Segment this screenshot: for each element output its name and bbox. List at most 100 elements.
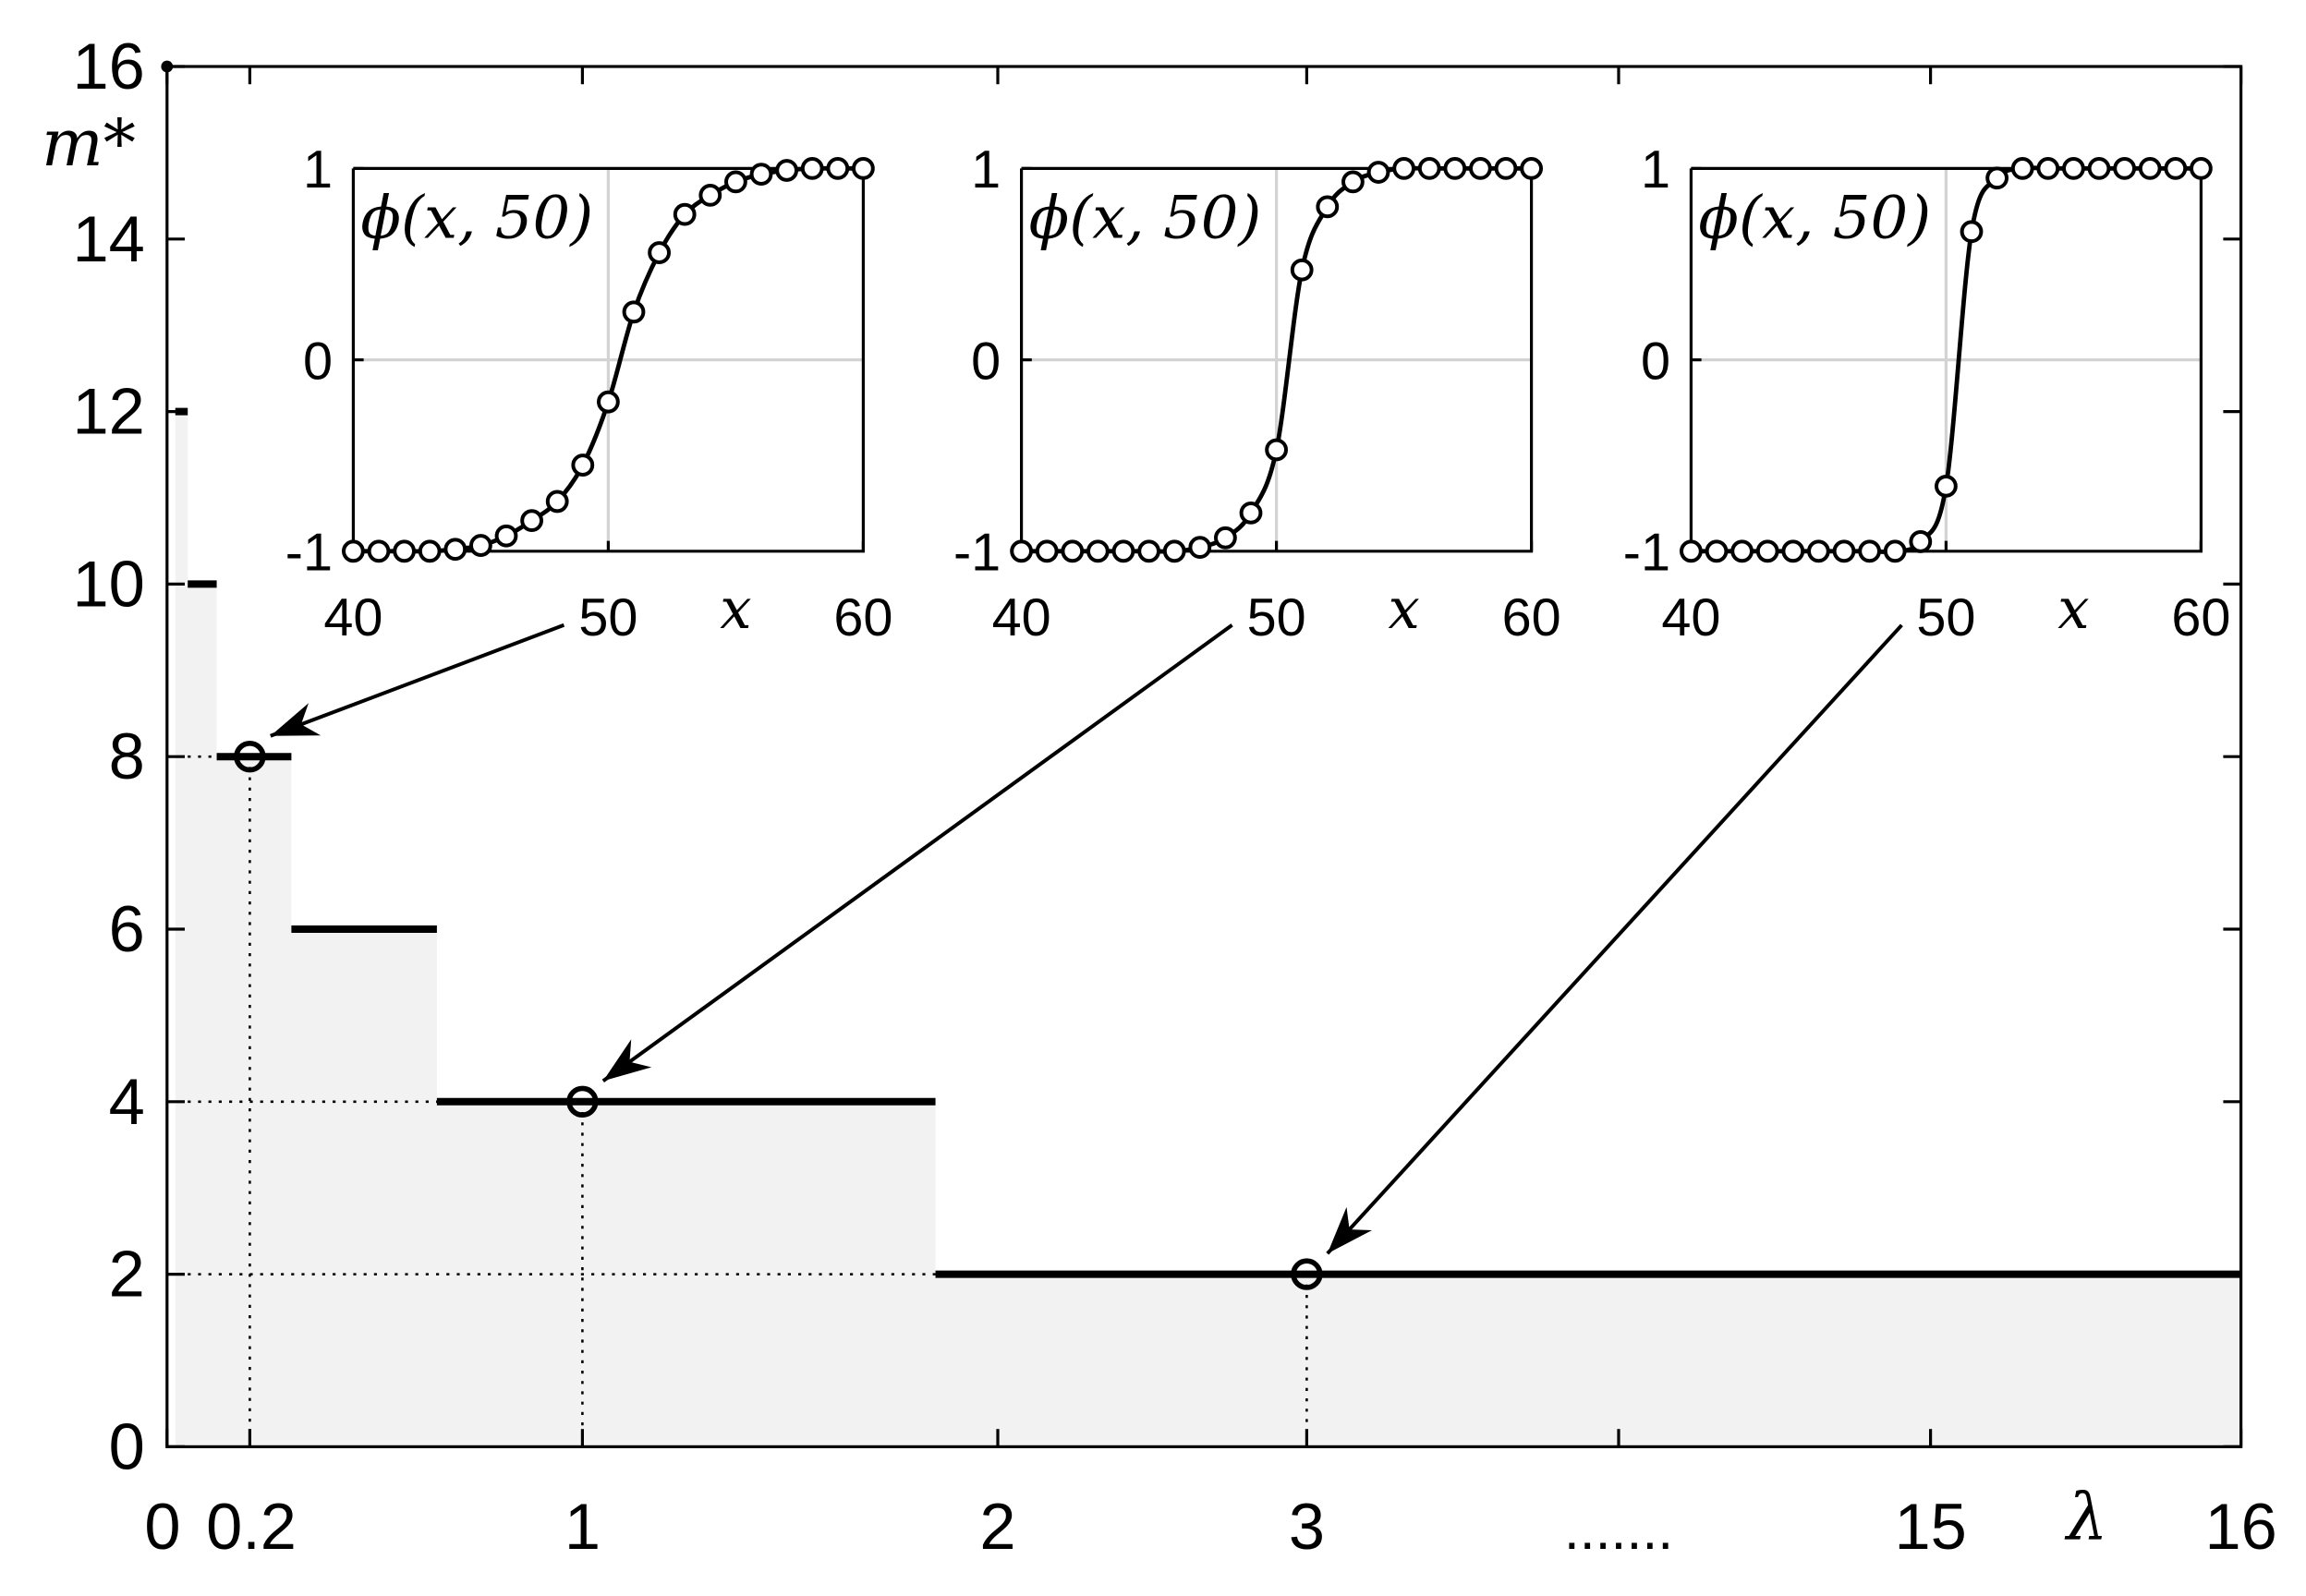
- inset-y-tick-label: 1: [971, 140, 1001, 200]
- inset-data-point: [1705, 539, 1729, 563]
- inset-data-point: [826, 157, 850, 180]
- inset-curve: [1021, 165, 1532, 554]
- inset-data-point: [800, 157, 824, 180]
- inset-data-point: [1832, 539, 1856, 563]
- y-tick-label: 4: [109, 1065, 145, 1138]
- x-tick-label: 0: [144, 1490, 180, 1563]
- inset-data-point: [418, 539, 442, 563]
- inset-data-point: [2138, 157, 2162, 180]
- inset-data-point: [2062, 157, 2085, 180]
- inset-data-point: [1316, 195, 1340, 219]
- inset-y-tick-label: 1: [303, 140, 333, 200]
- inset-data-point: [1960, 220, 1984, 244]
- inset-data-point: [342, 539, 365, 563]
- highlight-marker: [234, 741, 266, 773]
- inset-data-point: [648, 241, 671, 264]
- x-tick-label: 15: [1894, 1490, 1966, 1563]
- inset-data-point: [852, 157, 875, 180]
- y-tick-label: 8: [109, 719, 145, 792]
- inset-x-tick-label: 40: [323, 588, 382, 647]
- inset-title: ϕ(x, 50): [360, 185, 593, 253]
- inset-data-point: [1162, 539, 1186, 563]
- inset-y-tick-label: -1: [285, 524, 333, 583]
- x-tick-label: 2: [979, 1490, 1015, 1563]
- inset-chart-3: -1 0 1 40 50 60 x ϕ(x, 50): [1623, 140, 2231, 647]
- inset-data-point: [2036, 157, 2060, 180]
- inset-data-point: [2113, 157, 2136, 180]
- inset-x-tick-label: 60: [2171, 588, 2230, 647]
- inset-data-point: [1443, 157, 1467, 180]
- annotation-arrows: [270, 623, 1903, 1255]
- inset-y-tick-label: -1: [953, 524, 1001, 583]
- y-tick-label: 14: [73, 202, 145, 275]
- inset-x-tick-label: 40: [1661, 588, 1720, 647]
- annotation-arrow-line: [270, 623, 565, 738]
- x-axis-label: λ: [2064, 1480, 2108, 1555]
- inset-data-point: [545, 490, 569, 514]
- highlight-marker: [1291, 1258, 1323, 1290]
- inset-data-point: [1188, 536, 1212, 560]
- inset-data-point: [469, 534, 492, 557]
- inset-y-tick-label: 0: [1641, 332, 1670, 391]
- inset-x-tick-label: 50: [578, 588, 637, 647]
- inset-data-point: [1086, 539, 1110, 563]
- x-tick-label: 0.2: [206, 1490, 297, 1563]
- inset-data-point: [1265, 438, 1289, 462]
- inset-data-point: [1366, 161, 1390, 184]
- y-tick-label: 2: [109, 1238, 145, 1311]
- y-tick-label: 10: [73, 547, 145, 620]
- inset-y-tick-label: 0: [971, 332, 1001, 391]
- inset-y-tick-label: 1: [1641, 140, 1670, 200]
- inset-x-tick-label: 50: [1247, 588, 1306, 647]
- inset-data-point: [571, 453, 595, 477]
- inset-data-point: [698, 184, 722, 207]
- inset-data-point: [775, 159, 798, 182]
- inset-data-point: [1781, 539, 1805, 563]
- y-tick-label: 6: [109, 892, 145, 965]
- inset-data-point: [1214, 526, 1237, 550]
- annotation-arrow-head: [602, 1039, 652, 1082]
- inset-data-point: [1469, 157, 1492, 180]
- x-axis-ellipsis: .......: [1564, 1498, 1673, 1561]
- y-tick-label: 0: [109, 1409, 145, 1482]
- inset-x-tick-label: 40: [992, 588, 1051, 647]
- inset-data-point: [2010, 157, 2034, 180]
- inset-data-point: [1010, 539, 1034, 563]
- inset-y-tick-label: 0: [303, 332, 333, 391]
- inset-data-point: [367, 539, 391, 563]
- inset-x-axis-label: x: [1388, 577, 1419, 642]
- annotation-arrow-line: [1326, 623, 1903, 1255]
- inset-data-point: [1755, 539, 1779, 563]
- inset-data-point: [1417, 157, 1441, 180]
- inset-data-point: [749, 163, 773, 187]
- inset-chart-2: -1 0 1 40 50 60 x ϕ(x, 50): [953, 140, 1561, 647]
- y-axis-label: m*: [42, 105, 136, 181]
- inset-x-axis-label: x: [720, 577, 751, 642]
- inset-data-point: [2087, 157, 2111, 180]
- x-tick-label: 3: [1289, 1490, 1325, 1563]
- inset-data-point: [1035, 539, 1059, 563]
- x-tick-label: 1: [564, 1490, 601, 1563]
- inset-data-point: [1858, 539, 1882, 563]
- highlight-marker: [566, 1085, 599, 1118]
- annotation-arrow-head: [270, 703, 322, 736]
- inset-data-point: [597, 390, 620, 414]
- inset-data-point: [1520, 157, 1544, 180]
- inset-data-point: [1137, 539, 1161, 563]
- inset-data-point: [1680, 539, 1703, 563]
- inset-data-point: [393, 539, 416, 563]
- inset-title: ϕ(x, 50): [1029, 185, 1262, 253]
- inset-x-tick-label: 60: [833, 588, 892, 647]
- inset-data-point: [1883, 539, 1907, 563]
- inset-data-point: [2164, 157, 2188, 180]
- inset-data-point: [520, 509, 543, 533]
- inset-data-point: [673, 202, 697, 226]
- inset-data-point: [2190, 157, 2213, 180]
- inset-data-point: [1985, 166, 2009, 190]
- inset-data-point: [1392, 157, 1416, 180]
- inset-x-tick-label: 60: [1502, 588, 1561, 647]
- inset-data-point: [1111, 539, 1135, 563]
